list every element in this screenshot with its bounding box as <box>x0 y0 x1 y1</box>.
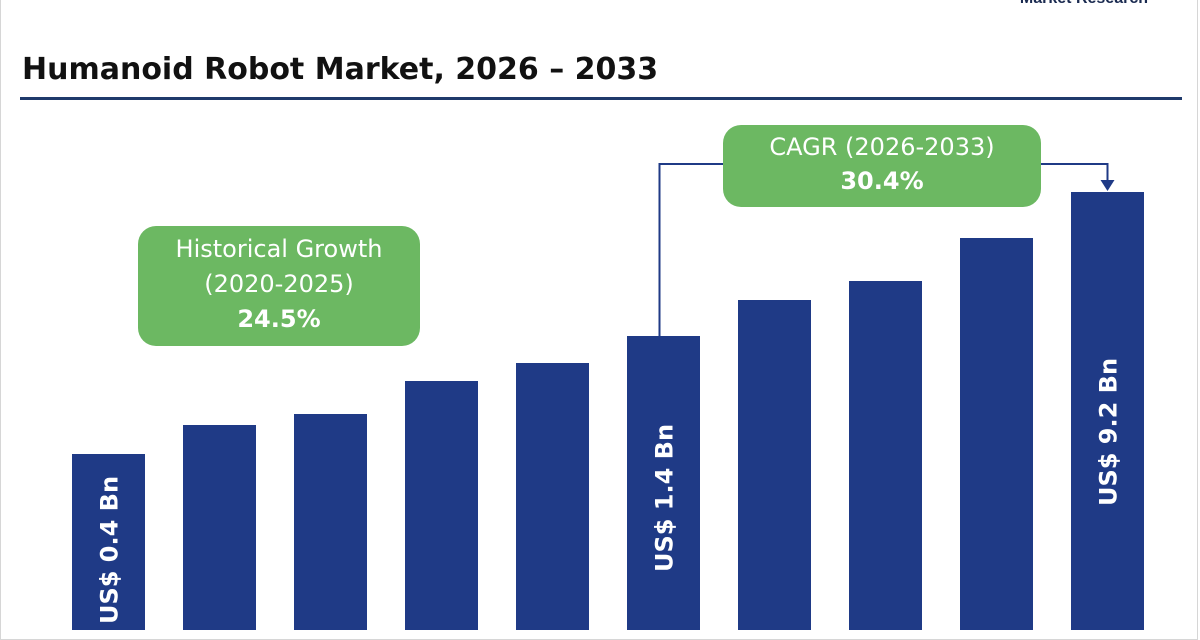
bar-2 <box>183 425 256 630</box>
cagr-value: 30.4% <box>840 166 924 195</box>
brand-logo-text: Market Research <box>1020 0 1148 8</box>
bar-value-label-1: US$ 0.4 Bn <box>96 476 124 624</box>
cagr-label: CAGR (2026-2033) <box>769 133 995 161</box>
bar-1 <box>72 454 145 630</box>
bar-8 <box>849 281 922 630</box>
bar-10 <box>1071 192 1144 630</box>
historical-growth-label: Historical Growth <box>175 235 383 263</box>
bar-6 <box>627 336 700 630</box>
bar-4 <box>405 381 478 630</box>
bar-value-label-6: US$ 1.4 Bn <box>651 424 679 572</box>
chart-title: Humanoid Robot Market, 2026 – 2033 <box>22 52 659 87</box>
historical-growth-value: 24.5% <box>237 304 321 333</box>
bar-7 <box>738 300 811 630</box>
bar-3 <box>294 414 367 630</box>
historical-growth-period: (2020-2025) <box>204 269 354 298</box>
bar-value-label-10: US$ 9.2 Bn <box>1095 358 1123 506</box>
historical-growth-callout: Historical Growth (2020-2025) 24.5% <box>138 226 420 346</box>
bar-9 <box>960 238 1033 630</box>
title-underline <box>20 97 1182 100</box>
cagr-callout: CAGR (2026-2033) 30.4% <box>723 125 1041 207</box>
bar-5 <box>516 363 589 630</box>
